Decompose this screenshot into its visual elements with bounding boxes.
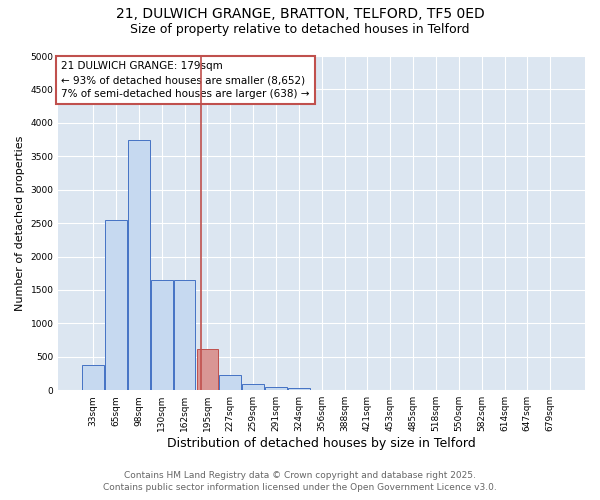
Y-axis label: Number of detached properties: Number of detached properties	[15, 136, 25, 311]
Bar	[288, 388, 310, 390]
Bar	[128, 140, 150, 390]
Text: 21 DULWICH GRANGE: 179sqm
← 93% of detached houses are smaller (8,652)
7% of sem: 21 DULWICH GRANGE: 179sqm ← 93% of detac…	[61, 61, 310, 99]
Bar	[174, 280, 196, 390]
Bar	[105, 220, 127, 390]
Text: 21, DULWICH GRANGE, BRATTON, TELFORD, TF5 0ED: 21, DULWICH GRANGE, BRATTON, TELFORD, TF…	[116, 8, 484, 22]
Bar	[220, 375, 241, 390]
X-axis label: Distribution of detached houses by size in Telford: Distribution of detached houses by size …	[167, 437, 476, 450]
Bar	[151, 280, 173, 390]
Bar	[197, 349, 218, 390]
Text: Contains HM Land Registry data © Crown copyright and database right 2025.
Contai: Contains HM Land Registry data © Crown c…	[103, 471, 497, 492]
Bar	[265, 387, 287, 390]
Text: Size of property relative to detached houses in Telford: Size of property relative to detached ho…	[130, 22, 470, 36]
Bar	[242, 384, 264, 390]
Bar	[82, 365, 104, 390]
